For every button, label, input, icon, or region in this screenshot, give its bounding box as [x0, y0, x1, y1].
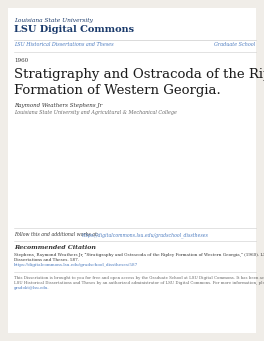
- Text: Follow this and additional works at:: Follow this and additional works at:: [14, 232, 100, 237]
- Text: Louisiana State University: Louisiana State University: [14, 18, 93, 23]
- Text: Formation of Western Georgia.: Formation of Western Georgia.: [14, 84, 221, 97]
- Text: Louisiana State University and Agricultural & Mechanical College: Louisiana State University and Agricultu…: [14, 110, 177, 115]
- Text: https://digitalcommons.lsu.edu/gradschool_disstheses: https://digitalcommons.lsu.edu/gradschoo…: [82, 232, 209, 238]
- Text: Stratigraphy and Ostracoda of the Ripley: Stratigraphy and Ostracoda of the Ripley: [14, 68, 264, 81]
- Text: LSU Historical Dissertations and Theses by an authorized administrator of LSU Di: LSU Historical Dissertations and Theses …: [14, 281, 264, 285]
- Text: gradokt@lsu.edu.: gradokt@lsu.edu.: [14, 286, 50, 290]
- Text: https://digitalcommons.lsu.edu/gradschool_disstheses/587: https://digitalcommons.lsu.edu/gradschoo…: [14, 263, 138, 267]
- Text: LSU Digital Commons: LSU Digital Commons: [14, 25, 134, 34]
- Text: Dissertations and Theses. 587.: Dissertations and Theses. 587.: [14, 258, 79, 262]
- Text: Graduate School: Graduate School: [214, 42, 255, 47]
- Text: Stephens, Raymond Weathers Jr, "Stratigraphy and Ostracoda of the Ripley Formati: Stephens, Raymond Weathers Jr, "Stratigr…: [14, 253, 264, 257]
- Text: This Dissertation is brought to you for free and open access by the Graduate Sch: This Dissertation is brought to you for …: [14, 276, 264, 280]
- Text: Raymond Weathers Stephens Jr: Raymond Weathers Stephens Jr: [14, 103, 102, 108]
- Text: LSU Historical Dissertations and Theses: LSU Historical Dissertations and Theses: [14, 42, 114, 47]
- Text: 1960: 1960: [14, 58, 28, 63]
- Text: Recommended Citation: Recommended Citation: [14, 245, 96, 250]
